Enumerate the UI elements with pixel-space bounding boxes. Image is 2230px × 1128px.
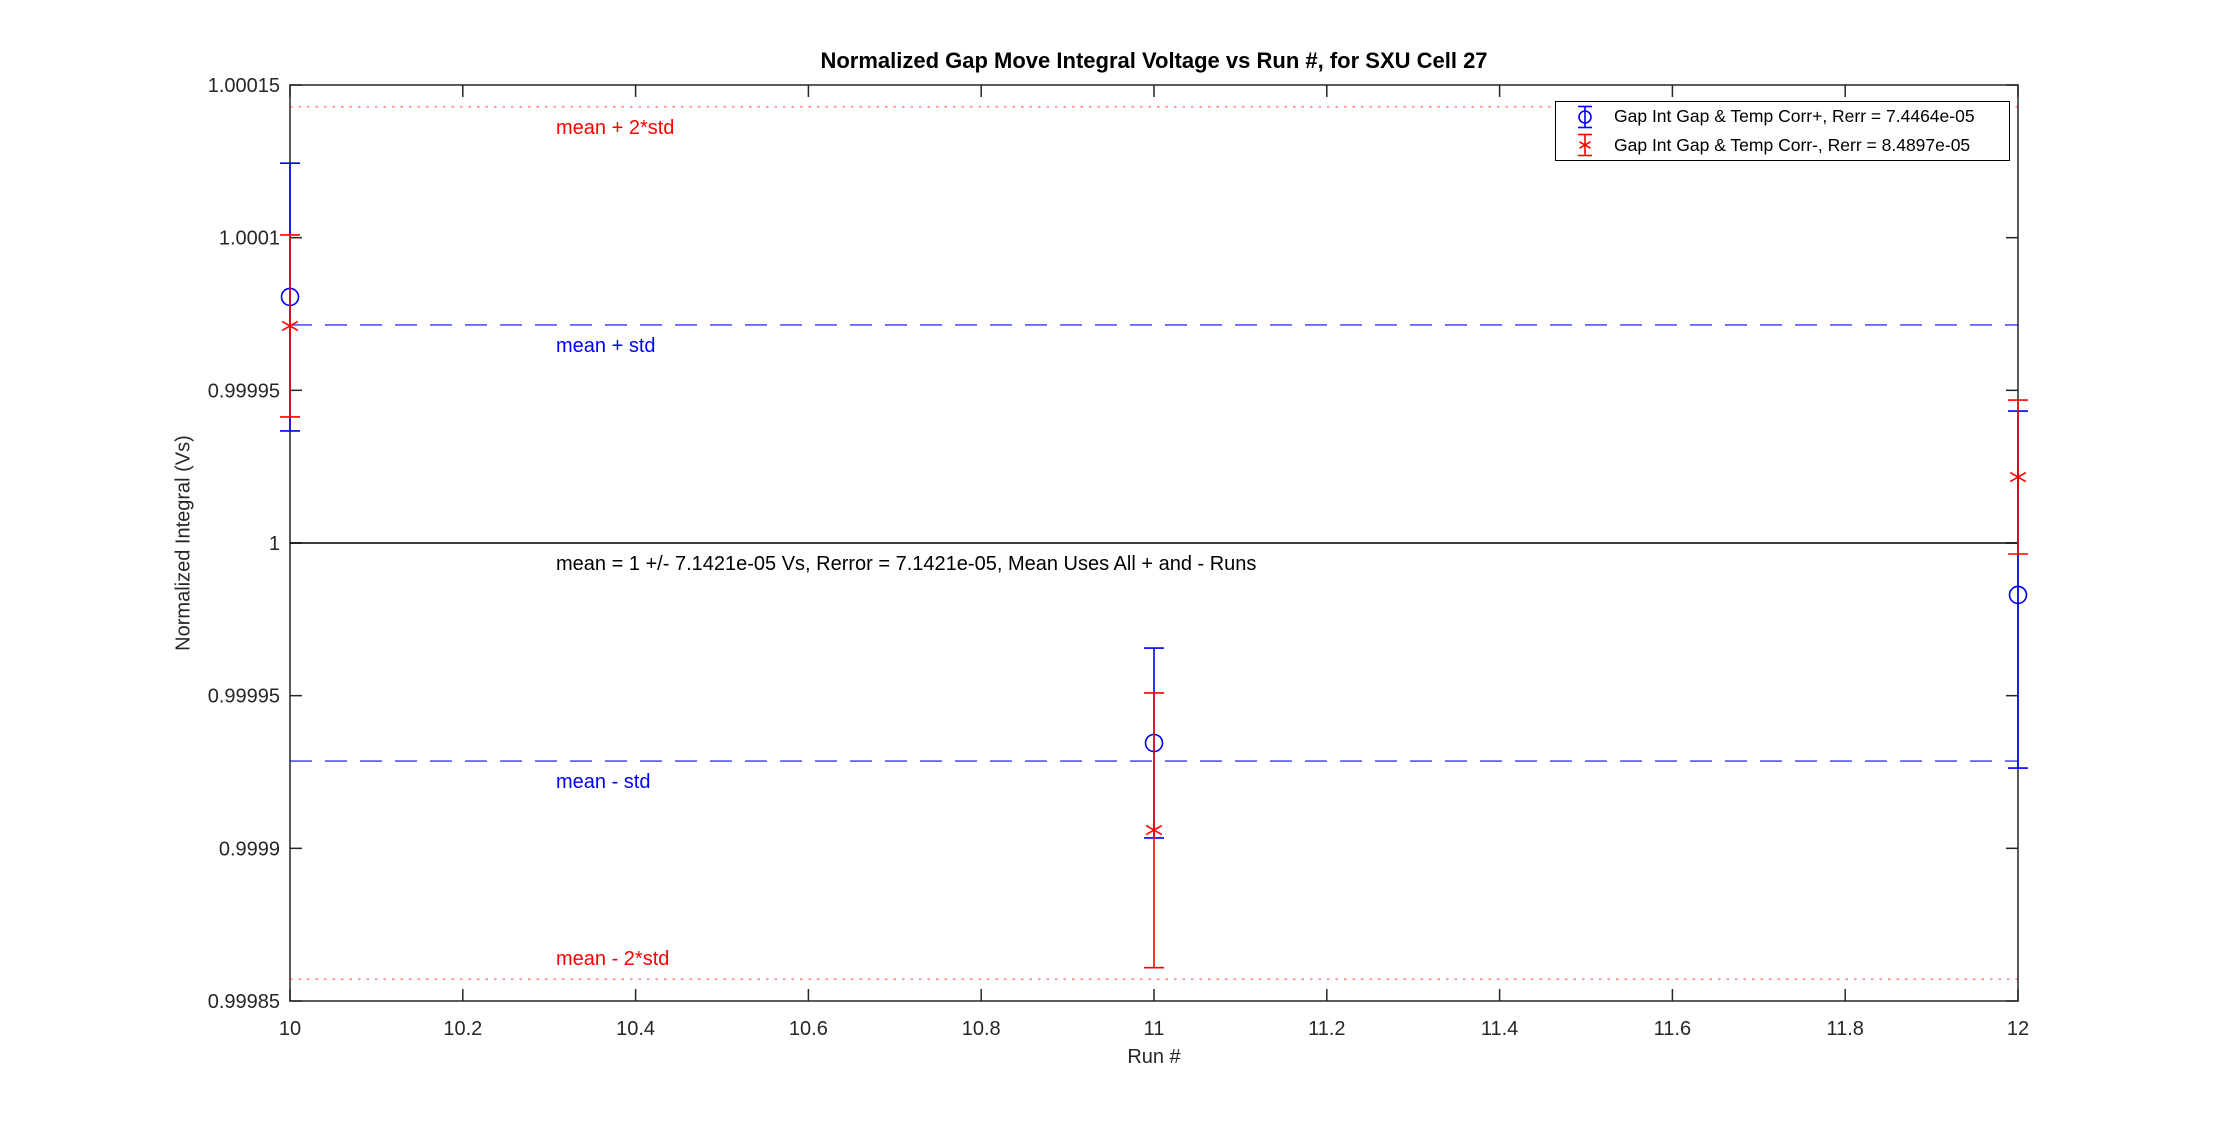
y-tick-label: 0.9999: [219, 838, 280, 860]
x-tick-label: 10.8: [962, 1018, 1001, 1040]
ref-label-mean-minus-std: mean - std: [556, 771, 651, 794]
y-tick-label: 1: [269, 533, 280, 555]
x-tick-label: 10: [279, 1018, 301, 1040]
x-tick-label: 10.2: [443, 1018, 482, 1040]
x-tick-label: 10.6: [789, 1018, 828, 1040]
data-point-asterisk: [1145, 824, 1163, 836]
x-tick-label: 11.8: [1826, 1018, 1863, 1040]
ref-label-mean: mean = 1 +/- 7.1421e-05 Vs, Rerror = 7.1…: [556, 553, 1257, 575]
y-tick-label: 0.99995: [208, 686, 280, 708]
y-tick-label: 0.99985: [208, 991, 280, 1013]
legend-label-corr-plus: Gap Int Gap & Temp Corr+, Rerr = 7.4464e…: [1614, 106, 1975, 127]
data-point-circle: [2008, 585, 2028, 605]
errorbar-circle-icon: [1578, 105, 1592, 128]
x-tick-label: 11: [1144, 1018, 1165, 1040]
x-tick-label: 11.6: [1654, 1018, 1691, 1040]
chart-title: Normalized Gap Move Integral Voltage vs …: [820, 48, 1488, 73]
y-tick-label: 1.00015: [208, 75, 280, 97]
legend-label-corr-minus: Gap Int Gap & Temp Corr-, Rerr = 8.4897e…: [1614, 134, 1971, 155]
x-tick-label: 11.2: [1308, 1018, 1345, 1040]
x-tick-label: 12: [2007, 1018, 2029, 1040]
legend: Gap Int Gap & Temp Corr+, Rerr = 7.4464e…: [1555, 101, 2010, 161]
x-tick-label: 10.4: [616, 1018, 655, 1040]
y-tick-label: 0.99995: [208, 380, 280, 402]
legend-entry-corr-minus: Gap Int Gap & Temp Corr-, Rerr = 8.4897e…: [1556, 131, 2009, 159]
legend-entry-corr-plus: Gap Int Gap & Temp Corr+, Rerr = 7.4464e…: [1556, 103, 2009, 131]
ref-label-mean-minus-2std: mean - 2*std: [556, 948, 670, 971]
data-point-asterisk: [2009, 471, 2027, 483]
ref-label-mean-plus-std: mean + std: [556, 334, 656, 357]
errorbar-asterisk-icon: [1578, 134, 1592, 157]
data-point-asterisk: [281, 320, 299, 332]
ref-label-mean-plus-2std: mean + 2*std: [556, 116, 675, 139]
x-axis-label: Run #: [1127, 1046, 1181, 1068]
y-tick-label: 1.0001: [219, 228, 280, 250]
x-tick-label: 11.4: [1481, 1018, 1518, 1040]
